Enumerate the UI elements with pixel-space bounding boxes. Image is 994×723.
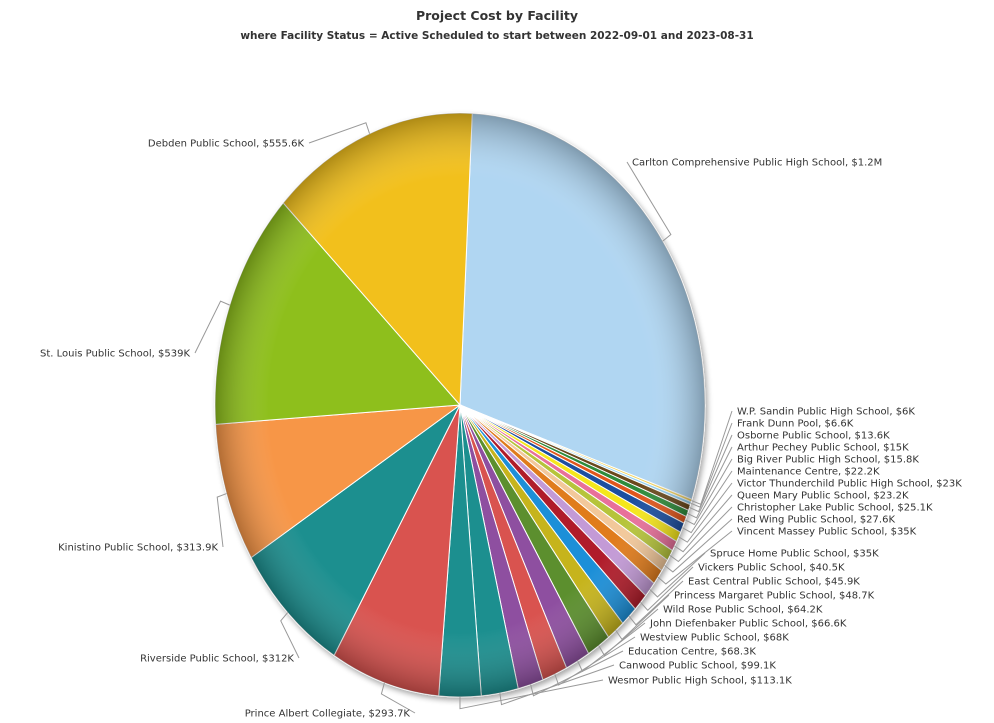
leader-line xyxy=(628,580,684,626)
data-label-wesmor-public-high-school: Wesmor Public High School, $113.1K xyxy=(608,676,792,687)
leader-line xyxy=(678,482,733,543)
data-label-queen-mary-public-school: Queen Mary Public School, $23.2K xyxy=(737,491,909,502)
data-label-vickers-public-school: Vickers Public School, $40.5K xyxy=(698,563,845,574)
data-label-spruce-home-public-school: Spruce Home Public School, $35K xyxy=(710,549,879,560)
leader-line xyxy=(669,506,733,563)
data-label-east-central-public-school: East Central Public School, $45.9K xyxy=(688,577,860,588)
data-label-st-louis-public-school: St. Louis Public School, $539K xyxy=(40,349,190,360)
leader-line xyxy=(689,434,733,513)
leader-line xyxy=(657,530,733,585)
data-label-big-river-public-high-school: Big River Public High School, $15.8K xyxy=(737,455,919,466)
data-label-red-wing-public-school: Red Wing Public School, $27.6K xyxy=(737,515,895,526)
leader-line xyxy=(308,122,371,144)
leader-line xyxy=(682,470,733,534)
data-label-maintenance-centre: Maintenance Centre, $22.2K xyxy=(737,467,880,478)
chart-subtitle: where Facility Status = Active Scheduled… xyxy=(240,30,754,42)
leader-line xyxy=(649,552,706,598)
data-label-princess-margaret-public-school: Princess Margaret Public School, $48.7K xyxy=(674,591,875,602)
data-label-canwood-public-school: Canwood Public School, $99.1K xyxy=(619,661,776,672)
leader-line xyxy=(598,608,659,657)
leader-line xyxy=(216,493,227,548)
data-label-victor-thunderchild-public-high-school: Victor Thunderchild Public High School, … xyxy=(737,479,962,490)
data-label-w-p-sandin-public-high-school: W.P. Sandin Public High School, $6K xyxy=(737,407,915,418)
leader-line xyxy=(459,679,604,710)
data-label-vincent-massey-public-school: Vincent Massey Public School, $35K xyxy=(737,527,917,538)
leader-line xyxy=(664,518,733,573)
leader-line xyxy=(499,664,615,706)
leader-line xyxy=(194,300,230,354)
data-label-education-centre: Education Centre, $68.3K xyxy=(628,647,756,658)
data-label-westview-public-school: Westview Public School, $68K xyxy=(640,633,789,644)
chart-title: Project Cost by Facility xyxy=(415,8,579,23)
leader-line xyxy=(640,566,694,611)
leader-line xyxy=(685,458,733,526)
leader-line xyxy=(380,682,416,714)
data-label-frank-dunn-pool: Frank Dunn Pool, $6.6K xyxy=(737,419,854,430)
data-label-john-diefenbaker-public-school: John Diefenbaker Public School, $66.6K xyxy=(649,619,847,630)
data-label-prince-albert-collegiate: Prince Albert Collegiate, $293.7K xyxy=(245,709,411,720)
leader-line xyxy=(674,494,733,553)
data-label-kinistino-public-school: Kinistino Public School, $313.9K xyxy=(58,543,218,554)
leader-line xyxy=(687,446,733,519)
data-label-wild-rose-public-school: Wild Rose Public School, $64.2K xyxy=(663,605,823,616)
data-label-debden-public-school: Debden Public School, $555.6K xyxy=(148,139,305,150)
data-label-osborne-public-school: Osborne Public School, $13.6K xyxy=(737,431,890,442)
data-label-riverside-public-school: Riverside Public School, $312K xyxy=(140,654,294,665)
leader-line xyxy=(530,650,624,697)
data-label-christopher-lake-public-school: Christopher Lake Public School, $25.1K xyxy=(737,503,933,514)
leader-line xyxy=(626,161,672,242)
leader-line xyxy=(690,422,733,508)
leader-line xyxy=(280,612,300,659)
data-label-arthur-pechey-public-school: Arthur Pechey Public School, $15K xyxy=(737,443,909,454)
data-label-carlton-comprehensive-public-high-school: Carlton Comprehensive Public High School… xyxy=(632,158,882,169)
